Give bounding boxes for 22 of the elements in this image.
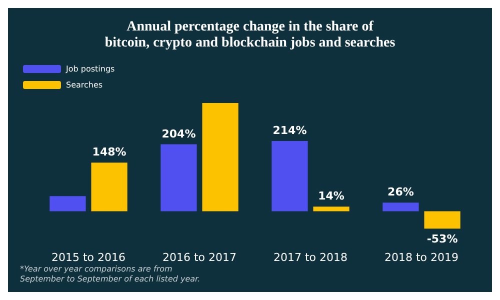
data-label: -53% (426, 232, 458, 246)
x-tick-label: 2016 to 2017 (162, 251, 237, 264)
bar (382, 202, 419, 212)
bar (50, 196, 86, 212)
x-tick-label: 2017 to 2018 (273, 251, 348, 264)
data-label: 14% (318, 190, 344, 203)
bar (272, 141, 308, 212)
legend-label: Job postings (65, 64, 115, 74)
text: *Year over year comparisons are from September to September of each listed year. (20, 264, 200, 284)
data-label: 26% (388, 186, 414, 199)
bar (424, 211, 460, 229)
chart-title: Annual percentage change in the share of bitcoin, crypto and blockchain jobs and searches (104, 20, 396, 50)
data-label: 204% (162, 127, 196, 140)
bar (313, 206, 350, 212)
data-label: 148% (92, 146, 126, 159)
bar (91, 162, 128, 212)
bar (160, 144, 197, 212)
bar (202, 102, 238, 212)
x-tick-label: 2018 to 2019 (384, 251, 459, 264)
legend-label: Searches (66, 80, 103, 90)
x-tick-label: 2015 to 2016 (51, 251, 126, 264)
data-label: 214% (272, 124, 307, 138)
